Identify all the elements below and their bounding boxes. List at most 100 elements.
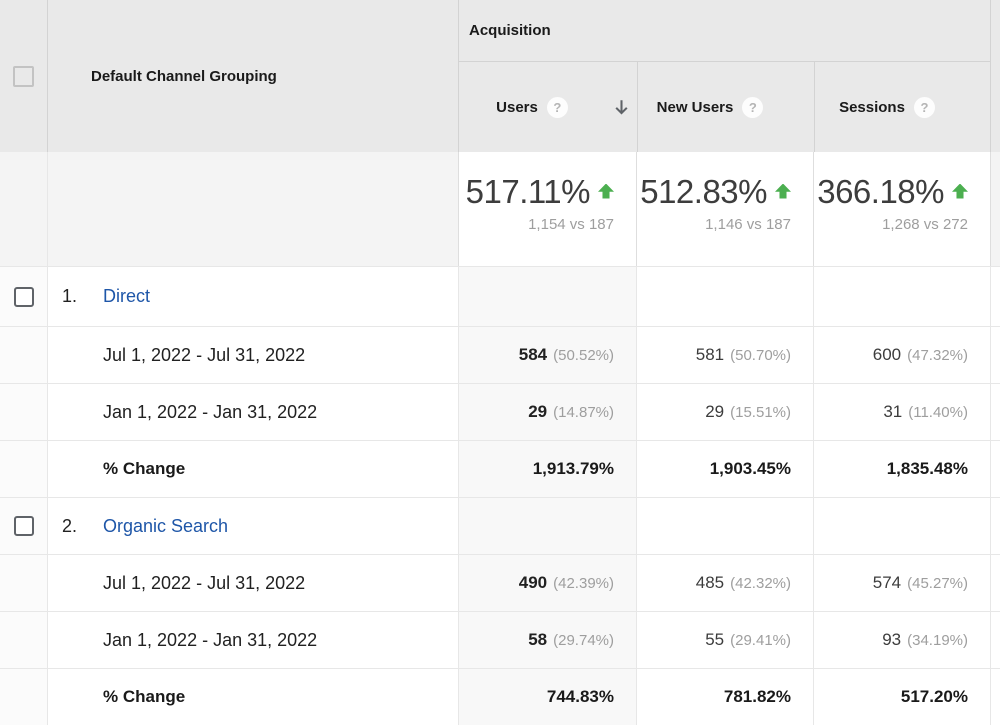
date-row: Jan 1, 2022 - Jan 31, 2022 58 (29.74%) 55…: [0, 612, 1000, 669]
new-users-change-cell: 781.82%: [636, 669, 813, 725]
metric-value: 29: [705, 402, 725, 421]
sessions-comparison: 1,268 vs 272: [882, 216, 968, 233]
metric-value: 581: [695, 345, 725, 364]
change-label-cell: % Change: [48, 441, 458, 497]
change-label: % Change: [103, 459, 186, 478]
help-icon[interactable]: ?: [546, 96, 568, 118]
date-range-cell: Jan 1, 2022 - Jan 31, 2022: [48, 612, 458, 668]
date-range-label: Jan 1, 2022 - Jan 31, 2022: [103, 629, 318, 650]
channel-link[interactable]: Organic Search: [103, 515, 229, 536]
row-sliver: [990, 555, 1000, 611]
up-arrow-icon: [598, 183, 614, 199]
row-sliver: [990, 441, 1000, 497]
empty-metric-cell: [458, 267, 636, 326]
metric-column-headers: Users ? New Users ? Sessions: [459, 62, 990, 152]
change-label: % Change: [103, 687, 186, 706]
sessions-value-cell: 600 (47.32%): [813, 327, 990, 383]
empty-metric-cell: [458, 498, 636, 554]
row-index: 1.: [62, 286, 78, 306]
row-checkbox-cell: [0, 327, 48, 383]
metrics-header: Acquisition Users ? New Users ?: [458, 0, 990, 152]
metric-share: (42.39%): [553, 575, 614, 592]
sessions-value-cell: 93 (34.19%): [813, 612, 990, 668]
metric-share: (15.51%): [730, 404, 791, 421]
sessions-column-label: Sessions: [839, 98, 905, 116]
row-checkbox-cell: [0, 612, 48, 668]
empty-metric-cell: [813, 498, 990, 554]
row-checkbox-cell: [0, 669, 48, 725]
summary-sessions: 366.18% 1,268 vs 272: [813, 152, 990, 266]
metric-value: 584: [518, 345, 548, 364]
metric-share: (50.52%): [553, 347, 614, 364]
metric-value: 55: [705, 630, 725, 649]
row-checkbox-cell: [0, 555, 48, 611]
column-header-new-users[interactable]: New Users ?: [637, 62, 814, 152]
sessions-value-cell: 31 (11.40%): [813, 384, 990, 440]
select-all-checkbox[interactable]: [13, 65, 34, 87]
channel-row-organic-search: 2. Organic Search: [0, 498, 1000, 555]
next-metric-group-sliver: [990, 0, 1000, 152]
row-checkbox[interactable]: [13, 516, 34, 536]
sessions-value-cell: 574 (45.27%): [813, 555, 990, 611]
metric-share: (45.27%): [907, 575, 968, 592]
help-icon[interactable]: ?: [742, 96, 764, 118]
date-range-label: Jan 1, 2022 - Jan 31, 2022: [103, 401, 318, 422]
users-value-cell: 584 (50.52%): [458, 327, 636, 383]
row-checkbox-cell: [0, 498, 48, 554]
metric-share: (29.41%): [730, 632, 791, 649]
new-users-comparison: 1,146 vs 187: [705, 216, 791, 233]
metric-value: 31: [883, 402, 903, 421]
date-range-cell: Jul 1, 2022 - Jul 31, 2022: [48, 327, 458, 383]
users-change-percent: 517.11%: [465, 173, 591, 210]
metric-group-header: Acquisition: [459, 0, 990, 62]
change-value: 1,835.48%: [886, 459, 968, 478]
row-sliver: [990, 669, 1000, 725]
metric-share: (50.70%): [730, 347, 791, 364]
table-header: Default Channel Grouping Acquisition Use…: [0, 0, 1000, 152]
users-value-cell: 58 (29.74%): [458, 612, 636, 668]
change-label-cell: % Change: [48, 669, 458, 725]
channel-cell: 1. Direct: [48, 267, 458, 326]
date-row: Jan 1, 2022 - Jan 31, 2022 29 (14.87%) 29…: [0, 384, 1000, 441]
metric-value: 574: [872, 573, 902, 592]
metric-value: 485: [695, 573, 725, 592]
row-sliver: [990, 384, 1000, 440]
row-checkbox[interactable]: [13, 286, 34, 307]
metric-share: (14.87%): [553, 404, 614, 421]
sort-descending-icon[interactable]: [612, 98, 631, 117]
row-index: 2.: [62, 515, 78, 536]
new-users-value-cell: 581 (50.70%): [636, 327, 813, 383]
metric-value: 29: [528, 402, 548, 421]
summary-users: 517.11% 1,154 vs 187: [458, 152, 636, 266]
users-comparison: 1,154 vs 187: [528, 216, 614, 233]
new-users-value-cell: 55 (29.41%): [636, 612, 813, 668]
date-range-label: Jul 1, 2022 - Jul 31, 2022: [103, 344, 306, 365]
metric-value: 93: [882, 630, 902, 649]
summary-row: 517.11% 1,154 vs 187 512.83% 1,146 vs 18…: [0, 152, 1000, 267]
summary-sliver: [990, 152, 1000, 266]
column-header-sessions[interactable]: Sessions ?: [814, 62, 991, 152]
empty-metric-cell: [636, 498, 813, 554]
metric-value: 600: [872, 345, 902, 364]
row-checkbox-cell: [0, 384, 48, 440]
summary-dimension-cell: [48, 152, 458, 266]
row-checkbox-cell: [0, 267, 48, 326]
new-users-change-percent: 512.83%: [640, 173, 767, 210]
channel-link[interactable]: Direct: [103, 286, 151, 306]
primary-dimension-header[interactable]: Default Channel Grouping: [48, 0, 458, 152]
empty-metric-cell: [813, 267, 990, 326]
change-value: 517.20%: [900, 687, 968, 706]
new-users-column-label: New Users: [656, 98, 734, 116]
sessions-change-percent: 366.18%: [817, 173, 944, 210]
metric-value: 490: [518, 573, 548, 592]
new-users-value-cell: 29 (15.51%): [636, 384, 813, 440]
date-row: Jul 1, 2022 - Jul 31, 2022 490 (42.39%) 4…: [0, 555, 1000, 612]
metric-share: (47.32%): [907, 347, 968, 364]
sessions-change-cell: 517.20%: [813, 669, 990, 725]
row-sliver: [990, 327, 1000, 383]
users-column-label: Users: [496, 98, 538, 116]
metric-value: 58: [528, 630, 548, 649]
up-arrow-icon: [952, 183, 968, 199]
help-icon[interactable]: ?: [913, 96, 935, 118]
column-header-users[interactable]: Users ?: [459, 62, 637, 152]
